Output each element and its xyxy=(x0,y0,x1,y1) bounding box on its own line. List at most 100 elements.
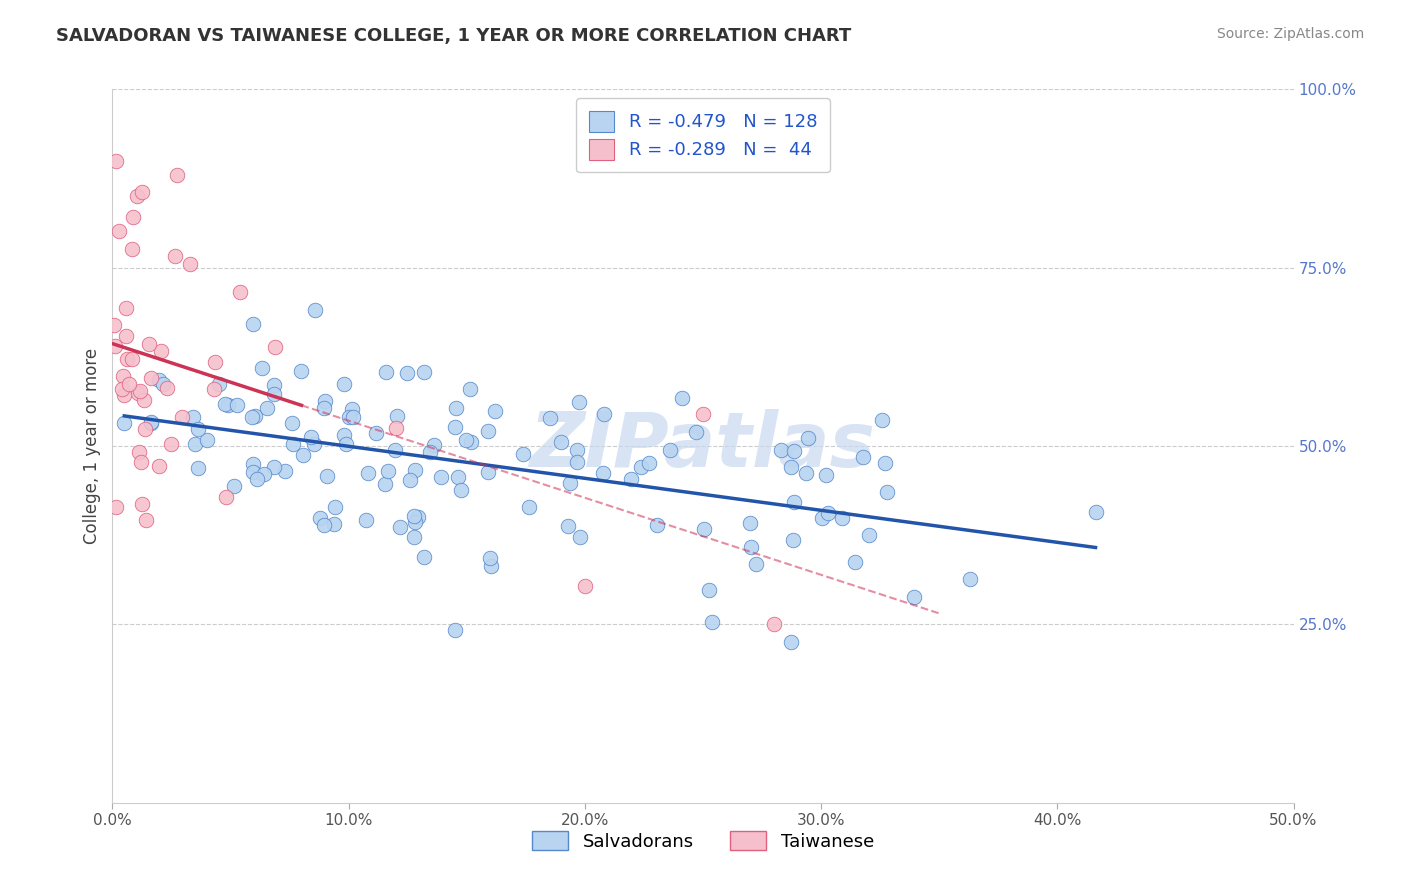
Point xyxy=(312,401,335,416)
Point xyxy=(568,530,591,544)
Point xyxy=(450,483,472,498)
Point xyxy=(333,427,356,442)
Point xyxy=(517,500,540,514)
Point xyxy=(122,210,145,224)
Point xyxy=(814,467,837,482)
Point xyxy=(134,422,156,436)
Point xyxy=(263,460,285,475)
Point xyxy=(243,409,266,424)
Point xyxy=(115,351,138,366)
Point xyxy=(477,466,499,480)
Point xyxy=(131,185,153,199)
Point xyxy=(323,500,346,514)
Y-axis label: College, 1 year or more: College, 1 year or more xyxy=(83,348,101,544)
Point xyxy=(404,530,426,544)
Point xyxy=(253,467,276,482)
Point xyxy=(129,455,152,469)
Point xyxy=(399,474,422,488)
Point xyxy=(647,518,669,533)
Point xyxy=(111,369,134,384)
Point xyxy=(314,394,336,409)
Point xyxy=(574,579,596,593)
Point xyxy=(342,409,364,424)
Point xyxy=(844,555,866,569)
Point xyxy=(512,447,534,461)
Point xyxy=(246,472,269,486)
Point xyxy=(263,378,285,392)
Point xyxy=(181,409,204,424)
Point xyxy=(299,430,322,444)
Point xyxy=(141,371,163,385)
Point xyxy=(128,444,150,458)
Point xyxy=(117,376,139,391)
Point xyxy=(274,464,297,478)
Point xyxy=(112,416,135,430)
Point xyxy=(413,550,436,565)
Point xyxy=(796,466,818,480)
Point xyxy=(373,476,395,491)
Point xyxy=(444,624,467,638)
Point xyxy=(565,443,588,458)
Point xyxy=(204,355,226,369)
Point xyxy=(550,435,572,450)
Point xyxy=(740,516,762,530)
Point xyxy=(135,513,157,527)
Point xyxy=(444,401,467,415)
Point xyxy=(335,436,357,450)
Point xyxy=(447,470,470,484)
Point xyxy=(163,249,186,263)
Point xyxy=(281,416,304,430)
Point xyxy=(592,467,614,481)
Point xyxy=(858,528,880,542)
Point xyxy=(593,407,616,421)
Point xyxy=(250,361,273,376)
Point xyxy=(103,318,125,332)
Point xyxy=(214,397,236,411)
Point xyxy=(1084,505,1107,519)
Point xyxy=(208,376,231,391)
Point xyxy=(693,522,716,536)
Point xyxy=(903,590,925,604)
Point xyxy=(388,520,411,534)
Point xyxy=(292,448,315,462)
Point xyxy=(222,479,245,493)
Point xyxy=(780,459,803,474)
Point xyxy=(831,511,853,525)
Point xyxy=(195,433,218,447)
Point xyxy=(560,475,582,490)
Point xyxy=(166,168,188,182)
Point xyxy=(810,511,832,525)
Point xyxy=(104,500,127,514)
Point xyxy=(139,416,162,430)
Point xyxy=(115,301,138,316)
Point xyxy=(204,383,226,397)
Point xyxy=(364,426,387,441)
Point xyxy=(685,425,707,439)
Point xyxy=(700,615,723,629)
Point xyxy=(138,337,160,351)
Point xyxy=(112,388,135,402)
Point xyxy=(342,402,364,417)
Point xyxy=(630,460,652,475)
Point xyxy=(357,466,380,480)
Text: Source: ZipAtlas.com: Source: ZipAtlas.com xyxy=(1216,27,1364,41)
Point xyxy=(745,557,768,571)
Point xyxy=(333,377,356,392)
Point xyxy=(139,415,162,429)
Point xyxy=(782,533,804,547)
Point xyxy=(797,431,820,445)
Point xyxy=(404,463,426,477)
Point xyxy=(419,444,441,458)
Point xyxy=(377,464,399,478)
Point xyxy=(114,329,136,343)
Point xyxy=(460,382,482,396)
Point xyxy=(783,444,806,458)
Point xyxy=(659,443,682,458)
Point xyxy=(697,583,720,598)
Point xyxy=(263,340,285,354)
Point xyxy=(385,421,408,435)
Point xyxy=(131,497,153,511)
Point xyxy=(568,394,591,409)
Point xyxy=(217,398,239,412)
Point xyxy=(121,243,143,257)
